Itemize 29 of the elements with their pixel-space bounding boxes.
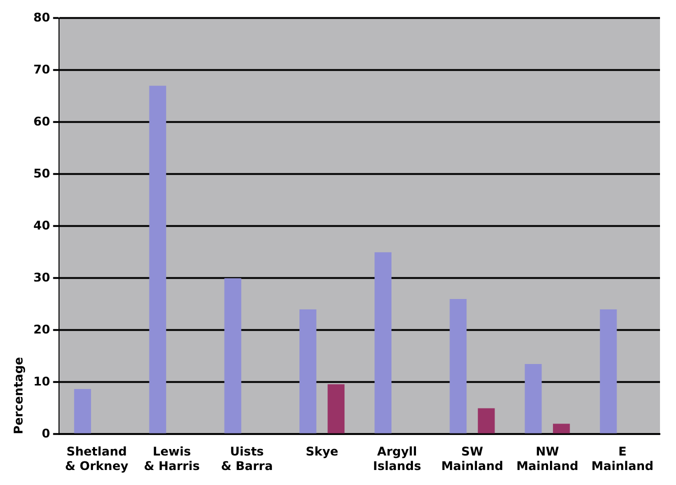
y-tick-label: 70 <box>33 62 50 76</box>
y-tick-label: 60 <box>33 114 50 128</box>
bar <box>224 278 242 434</box>
y-axis-title: Percentage <box>11 356 26 434</box>
bar <box>524 364 542 434</box>
bar <box>478 408 495 434</box>
x-tick-label: Skye <box>306 444 338 459</box>
x-tick-label: SW Mainland <box>441 444 504 473</box>
bar <box>149 86 166 434</box>
y-tick-label: 40 <box>33 218 50 232</box>
x-tick-label: E Mainland <box>591 444 654 473</box>
bar <box>74 388 92 434</box>
bar <box>450 299 467 434</box>
bar <box>374 252 392 434</box>
x-tick-label: Uists & Barra <box>220 444 273 473</box>
y-tick-label: 30 <box>33 270 50 284</box>
y-tick-label: 0 <box>42 426 50 440</box>
bar <box>552 424 570 434</box>
bar <box>600 309 617 434</box>
y-tick-label: 20 <box>33 322 50 336</box>
bar <box>328 384 345 434</box>
x-tick-label: Lewis & Harris <box>144 444 200 473</box>
bar <box>299 309 316 434</box>
x-tick-label: Argyll Islands <box>373 444 422 473</box>
y-tick-label: 50 <box>33 166 50 180</box>
y-tick-label: 80 <box>33 10 50 24</box>
x-tick-label: NW Mainland <box>516 444 578 473</box>
y-tick-label: 10 <box>33 374 50 388</box>
x-tick-label: Shetland & Orkney <box>65 444 128 473</box>
